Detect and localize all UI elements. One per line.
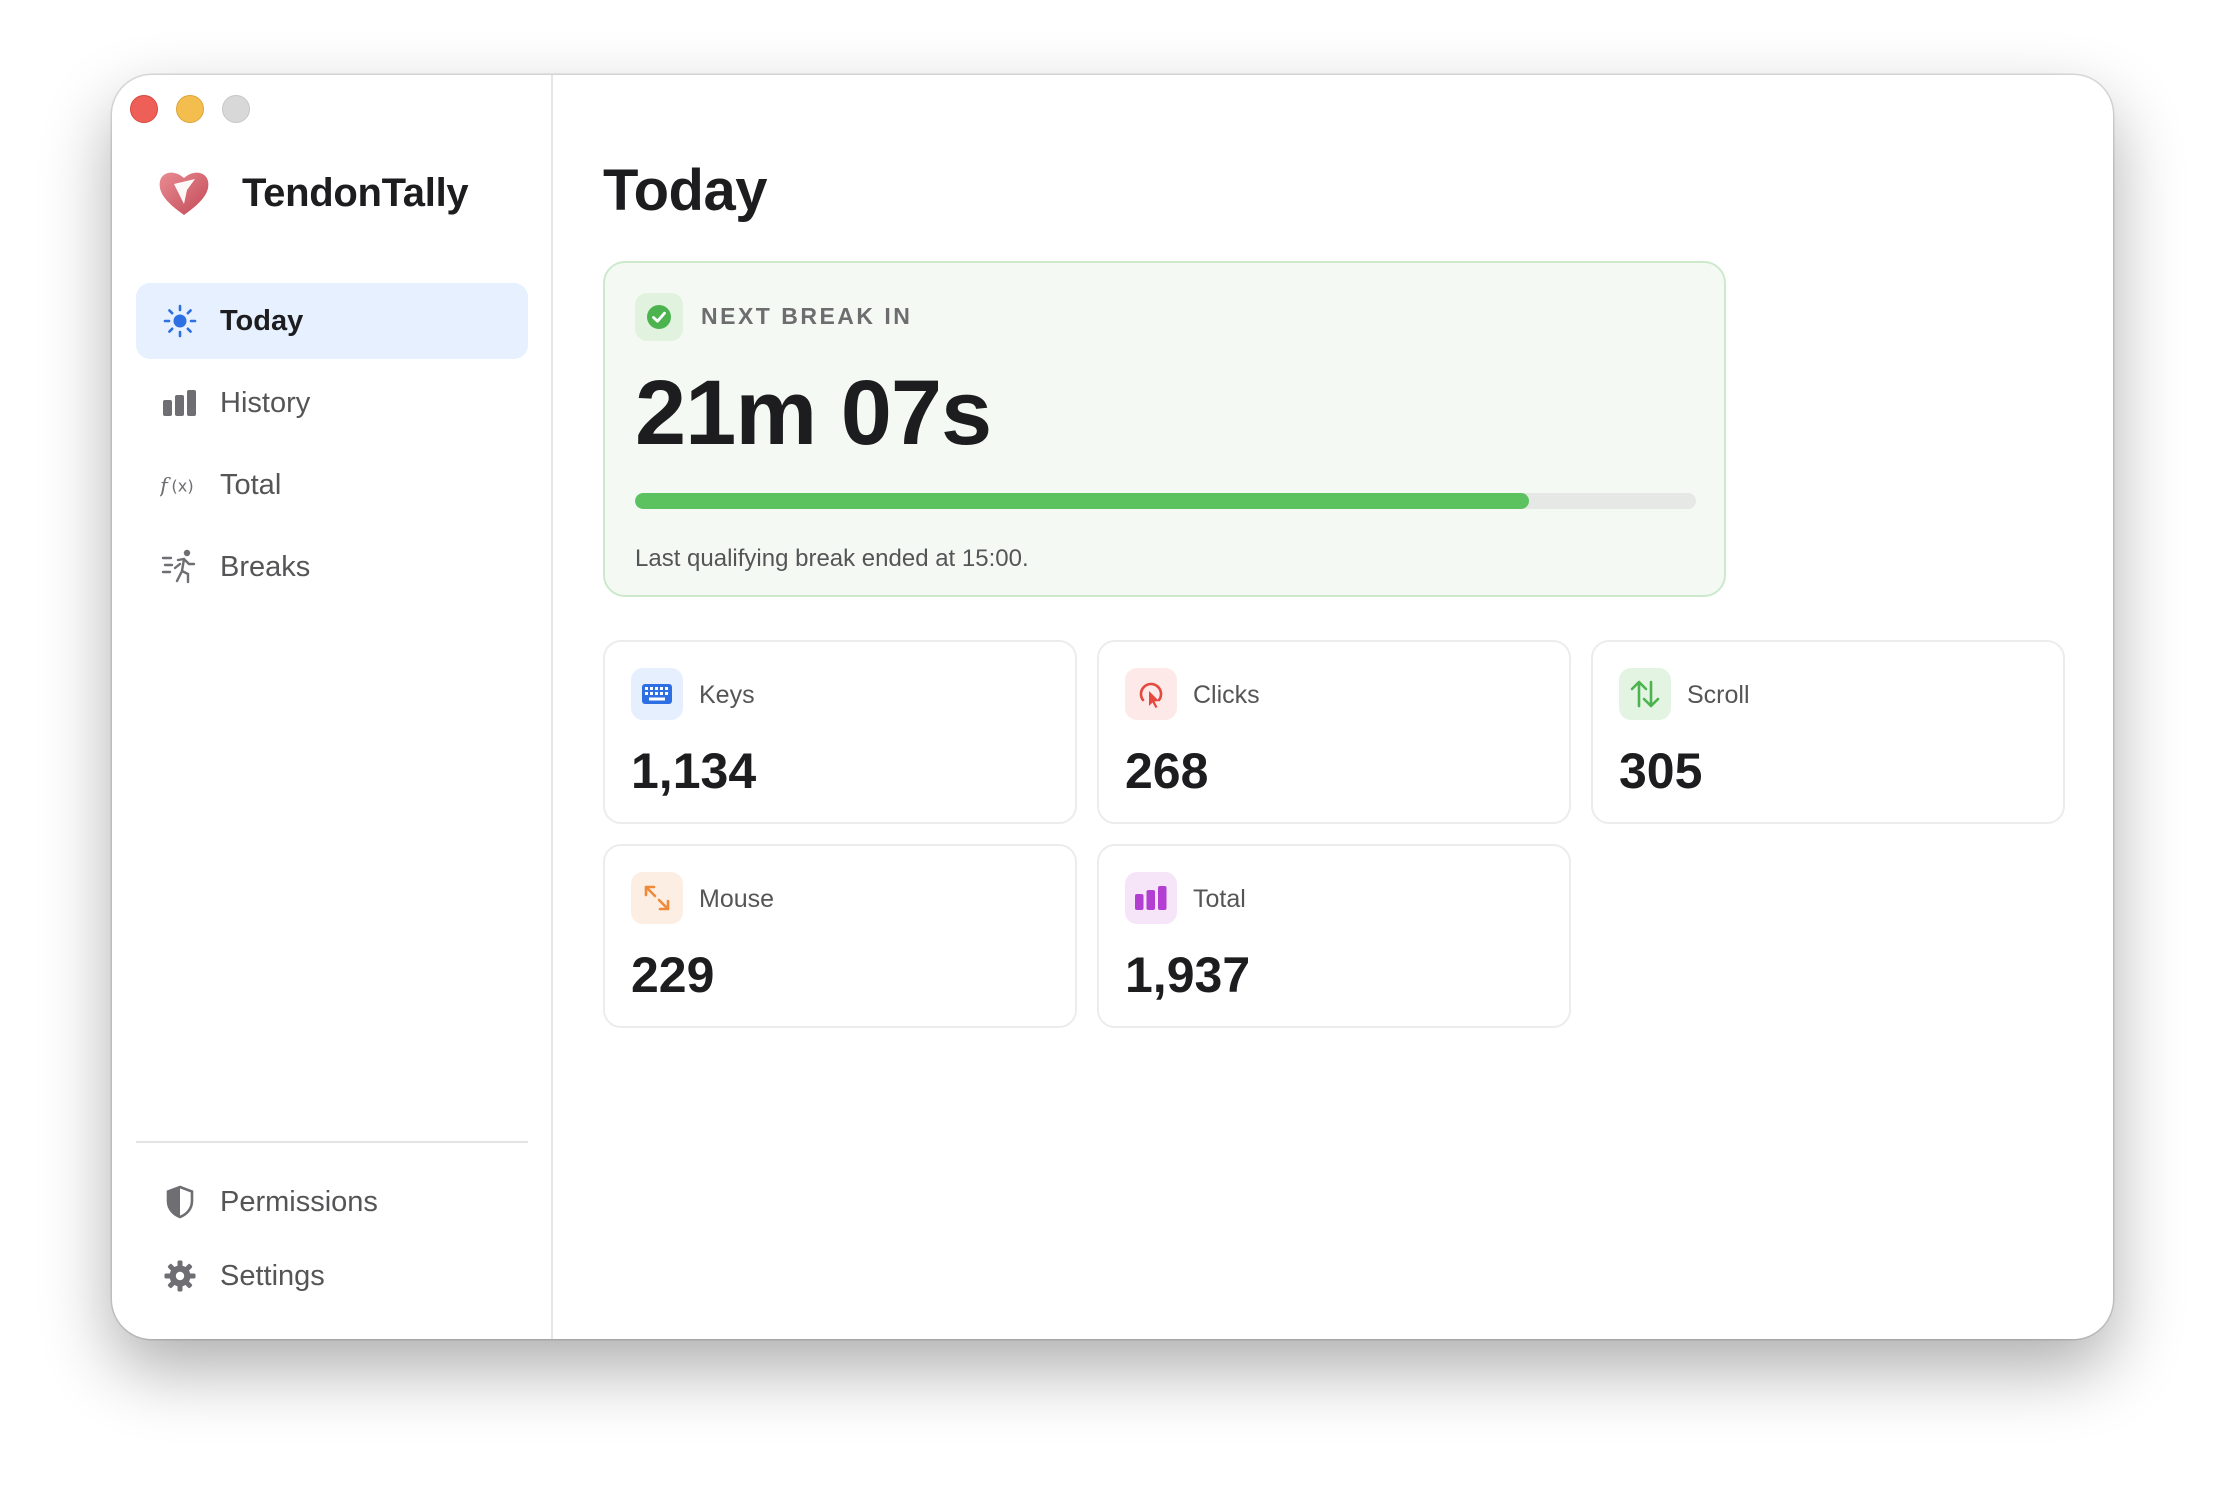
page-title: Today bbox=[603, 158, 768, 223]
sidebar-item-history[interactable]: History bbox=[136, 365, 528, 441]
app-window: TendonTally bbox=[112, 75, 2113, 1339]
sidebar-item-total[interactable]: ƒ (x) Total bbox=[136, 447, 528, 523]
minimize-window-button[interactable] bbox=[176, 95, 204, 123]
sidebar-item-label: Settings bbox=[220, 1259, 325, 1292]
sidebar: TendonTally bbox=[112, 75, 553, 1339]
mouse-move-arrows-icon bbox=[631, 872, 683, 924]
function-icon: ƒ (x) bbox=[160, 465, 200, 505]
stat-card-total: Total 1,937 bbox=[1097, 844, 1571, 1028]
sidebar-item-settings[interactable]: Settings bbox=[136, 1240, 528, 1312]
break-progress-bar bbox=[635, 493, 1696, 509]
stat-card-scroll: Scroll 305 bbox=[1591, 640, 2065, 824]
scroll-arrows-icon bbox=[1619, 668, 1671, 720]
stat-value: 1,134 bbox=[631, 743, 757, 799]
stat-value: 268 bbox=[1125, 743, 1209, 799]
keyboard-icon bbox=[631, 668, 683, 720]
stat-card-mouse: Mouse 229 bbox=[603, 844, 1077, 1028]
next-break-label: NEXT BREAK IN bbox=[701, 303, 913, 329]
sidebar-item-label: History bbox=[220, 386, 311, 419]
gear-icon bbox=[160, 1256, 200, 1296]
close-window-button[interactable] bbox=[130, 95, 158, 123]
next-break-countdown: 21m 07s bbox=[635, 362, 992, 464]
svg-text:(x): (x) bbox=[171, 477, 193, 496]
stat-label: Total bbox=[1193, 885, 1246, 913]
sidebar-item-permissions[interactable]: Permissions bbox=[136, 1166, 528, 1238]
sidebar-divider bbox=[136, 1141, 528, 1143]
check-circle-icon bbox=[635, 293, 683, 341]
sidebar-item-label: Breaks bbox=[220, 550, 311, 583]
stat-label: Clicks bbox=[1193, 681, 1260, 709]
stat-card-keys: Keys 1,134 bbox=[603, 640, 1077, 824]
sun-icon bbox=[160, 301, 200, 341]
stat-label: Mouse bbox=[699, 885, 775, 913]
stat-value: 305 bbox=[1619, 743, 1703, 799]
next-break-card: NEXT BREAK IN 21m 07s Last qualifying br… bbox=[603, 261, 1726, 597]
sidebar-item-today[interactable]: Today bbox=[136, 283, 528, 359]
app-name: TendonTally bbox=[242, 170, 469, 215]
sidebar-item-label: Permissions bbox=[220, 1185, 378, 1218]
stat-value: 229 bbox=[631, 947, 715, 1003]
stat-label: Scroll bbox=[1687, 681, 1750, 709]
sidebar-item-label: Total bbox=[220, 468, 282, 501]
bar-chart-icon bbox=[160, 383, 200, 423]
sidebar-nav: Today History ƒ (x) bbox=[136, 283, 528, 611]
app-logo-icon bbox=[159, 172, 209, 215]
sidebar-item-label: Today bbox=[220, 304, 304, 337]
stat-value: 1,937 bbox=[1125, 947, 1251, 1003]
brand: TendonTally bbox=[154, 163, 469, 223]
svg-text:ƒ: ƒ bbox=[160, 474, 171, 498]
break-progress-fill bbox=[635, 493, 1530, 509]
cursor-click-icon bbox=[1125, 668, 1177, 720]
stat-label: Keys bbox=[699, 681, 755, 709]
sidebar-bottom-nav: Permissions bbox=[136, 1166, 528, 1314]
sidebar-item-breaks[interactable]: Breaks bbox=[136, 529, 528, 605]
running-figure-icon bbox=[160, 547, 200, 587]
window-controls bbox=[130, 95, 250, 123]
main-content: Today NEXT BREAK IN 21m 07s Last qualify… bbox=[553, 75, 2113, 1339]
last-break-note: Last qualifying break ended at 15:00. bbox=[635, 545, 1029, 572]
stat-card-clicks: Clicks 268 bbox=[1097, 640, 1571, 824]
shield-icon bbox=[160, 1182, 200, 1222]
zoom-window-button[interactable] bbox=[222, 95, 250, 123]
bar-chart-icon bbox=[1125, 872, 1177, 924]
